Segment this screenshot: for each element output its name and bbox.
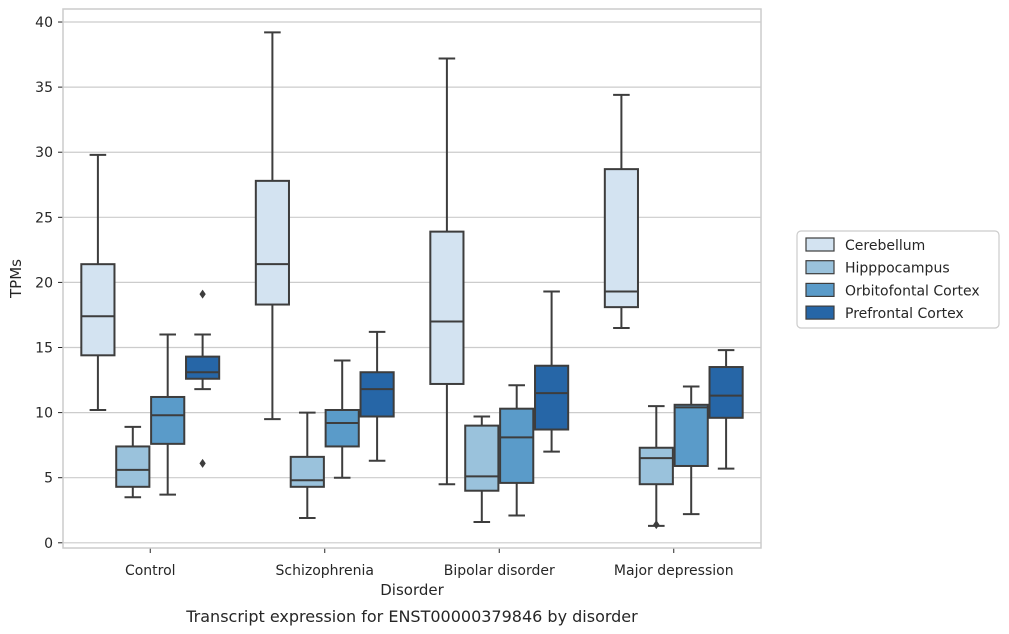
x-axis-title: Disorder <box>380 581 444 599</box>
box-hipppocampus <box>638 405 674 530</box>
y-tick-label: 20 <box>35 275 53 291</box>
box-series <box>80 31 744 530</box>
iqr-box <box>464 424 500 492</box>
iqr-box <box>324 408 360 448</box>
x-axis-ticks: Control Schizophrenia Bipolar disorder Majo… <box>125 548 734 579</box>
x-tick-label: Control <box>125 563 176 579</box>
legend-swatch <box>805 260 835 275</box>
box-hipppocampus <box>464 415 500 523</box>
legend: Cerebellum Hipppocampus Orbitofontal Corte… <box>796 230 1000 329</box>
legend-label: Orbitofontal Cortex <box>845 283 980 299</box>
box-hipppocampus <box>115 425 151 499</box>
y-axis-title: TPMs <box>7 259 25 299</box>
outlier-point <box>199 289 206 299</box>
legend-swatch <box>805 237 835 252</box>
legend-label: Prefrontal Cortex <box>845 306 964 322</box>
y-axis-ticks: 0 5 10 15 20 25 30 35 40 <box>35 15 63 552</box>
box-prefrontal-cortex <box>185 289 221 468</box>
x-tick-label: Bipolar disorder <box>444 563 555 579</box>
box-cerebellum <box>429 57 465 486</box>
y-tick-label: 30 <box>35 145 53 161</box>
y-tick-label: 40 <box>35 15 53 31</box>
iqr-box <box>80 263 116 357</box>
outlier-point <box>199 458 206 468</box>
legend-swatch <box>805 282 835 297</box>
legend-label: Hipppocampus <box>845 261 950 277</box>
box-orbitofontal-cortex <box>324 359 360 479</box>
legend-frame <box>796 230 1000 329</box>
iqr-box <box>359 371 395 418</box>
x-tick-label: Major depression <box>614 563 734 579</box>
iqr-box <box>708 366 744 419</box>
box-orbitofontal-cortex <box>673 385 709 516</box>
iqr-box <box>289 455 325 488</box>
plot-frame <box>62 8 762 549</box>
box-cerebellum <box>603 93 639 329</box>
box-cerebellum <box>80 153 116 411</box>
y-tick-label: 0 <box>44 536 53 552</box>
iqr-box <box>150 395 186 445</box>
y-tick-label: 25 <box>35 210 53 226</box>
iqr-box <box>254 179 290 306</box>
y-tick-label: 15 <box>35 341 53 357</box>
box-cerebellum <box>254 31 290 421</box>
y-tick-label: 10 <box>35 406 53 422</box>
iqr-box <box>429 230 465 385</box>
iqr-box <box>534 364 570 431</box>
y-tick-label: 35 <box>35 80 53 96</box>
box-prefrontal-cortex <box>534 290 570 453</box>
box-hipppocampus <box>289 411 325 520</box>
iqr-box <box>185 355 221 380</box>
box-prefrontal-cortex <box>359 330 395 462</box>
legend-swatch <box>805 305 835 320</box>
box-prefrontal-cortex <box>708 349 744 470</box>
box-orbitofontal-cortex <box>150 333 186 496</box>
legend-label: Cerebellum <box>845 238 925 254</box>
iqr-box <box>499 407 535 484</box>
y-tick-label: 5 <box>44 471 53 487</box>
box-orbitofontal-cortex <box>499 384 535 517</box>
x-tick-label: Schizophrenia <box>276 563 374 579</box>
iqr-box <box>115 445 151 488</box>
outlier-point <box>653 520 660 530</box>
iqr-box <box>603 168 639 309</box>
chart-caption: Transcript expression for ENST0000037984… <box>185 607 638 626</box>
iqr-box <box>638 446 674 486</box>
iqr-box <box>673 403 709 467</box>
